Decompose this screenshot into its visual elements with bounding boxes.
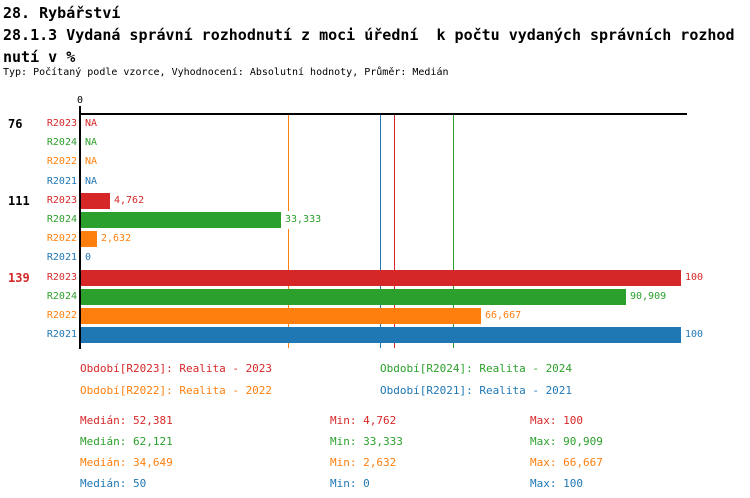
- series-label: R2024: [46, 214, 77, 225]
- x-axis-zero-tick-label: 0: [76, 95, 84, 106]
- stat-max-r2022: Max: 66,667: [530, 456, 603, 469]
- bar-row: R2023 100: [0, 269, 750, 287]
- series-label: R2022: [46, 233, 77, 244]
- stat-max-r2023: Max: 100: [530, 414, 583, 427]
- stat-min-r2021: Min: 0: [330, 477, 370, 490]
- bar-r2023: [81, 193, 110, 209]
- value-label: 2,632: [100, 230, 133, 248]
- series-label: R2024: [46, 137, 77, 148]
- value-label: NA: [84, 153, 99, 171]
- legend-item-r2024: Období[R2024]: Realita - 2024: [380, 362, 573, 375]
- bar-r2022: [81, 231, 97, 247]
- bar-row: R2022 66,667: [0, 307, 750, 325]
- value-label: 90,909: [629, 288, 668, 306]
- value-label: NA: [84, 134, 99, 152]
- legend-item-r2022: Období[R2022]: Realita - 2022: [80, 384, 273, 397]
- bar-row: R2021 0: [0, 249, 750, 267]
- series-label: R2022: [46, 156, 77, 167]
- series-label: R2024: [46, 291, 77, 302]
- bar-row: R2023 NA: [0, 115, 750, 133]
- series-label: R2021: [46, 176, 77, 187]
- value-label: NA: [84, 115, 99, 133]
- legend-item-r2021: Období[R2021]: Realita - 2021: [380, 384, 573, 397]
- value-label: 33,333: [284, 211, 323, 229]
- value-label: 66,667: [484, 307, 523, 325]
- stat-median-r2024: Medián: 62,121: [80, 435, 173, 448]
- bar-row: R2021 NA: [0, 173, 750, 191]
- bar-row: R2022 NA: [0, 153, 750, 171]
- stat-median-r2023: Medián: 52,381: [80, 414, 173, 427]
- stat-min-r2024: Min: 33,333: [330, 435, 403, 448]
- chart: 0 76 R2023 NA R2024 NA R2022 NA R2021 NA 111 R2023…: [0, 95, 750, 349]
- bar-row: R2024 33,333: [0, 211, 750, 229]
- bar-row: R2023 4,762: [0, 192, 750, 210]
- median-line-r2021: [380, 115, 381, 348]
- median-line-r2024: [453, 115, 454, 348]
- group-label: 111: [8, 194, 30, 208]
- value-label: 0: [84, 249, 93, 267]
- group-label: 76: [8, 117, 23, 131]
- stat-max-r2024: Max: 90,909: [530, 435, 603, 448]
- bar-r2024: [81, 289, 626, 305]
- bar-row: R2024 NA: [0, 134, 750, 152]
- legend-item-r2023: Období[R2023]: Realita - 2023: [80, 362, 273, 375]
- series-label: R2022: [46, 310, 77, 321]
- page-title: 28. Rybářství: [3, 4, 121, 22]
- median-line-r2023: [394, 115, 395, 348]
- stat-min-r2022: Min: 2,632: [330, 456, 397, 469]
- bar-row: R2022 2,632: [0, 230, 750, 248]
- group-label: 139: [8, 271, 30, 285]
- x-axis-line: [80, 113, 687, 115]
- series-label: R2021: [46, 329, 77, 340]
- value-label: 100: [684, 326, 705, 344]
- series-label: R2021: [46, 252, 77, 263]
- bar-row: R2024 90,909: [0, 288, 750, 306]
- value-label: 100: [684, 269, 705, 287]
- series-label: R2023: [46, 272, 77, 283]
- bar-r2023: [81, 270, 681, 286]
- indicator-title-line1: 28.1.3 Vydaná správní rozhodnutí z moci …: [3, 26, 735, 44]
- stat-max-r2021: Max: 100: [530, 477, 583, 490]
- median-line-r2022: [288, 115, 289, 348]
- series-label: R2023: [46, 195, 77, 206]
- indicator-title-line2: nutí v %: [3, 48, 76, 66]
- value-label: NA: [84, 173, 99, 191]
- bar-r2022: [81, 308, 481, 324]
- indicator-meta: Typ: Počítaný podle vzorce, Vyhodnocení:…: [3, 67, 449, 78]
- value-label: 4,762: [113, 192, 146, 210]
- bar-row: R2021 100: [0, 326, 750, 344]
- y-axis-line: [79, 106, 81, 349]
- stat-median-r2022: Medián: 34,649: [80, 456, 173, 469]
- series-label: R2023: [46, 118, 77, 129]
- bar-r2021: [81, 327, 681, 343]
- bar-r2024: [81, 212, 281, 228]
- stat-median-r2021: Medián: 50: [80, 477, 147, 490]
- stat-min-r2023: Min: 4,762: [330, 414, 397, 427]
